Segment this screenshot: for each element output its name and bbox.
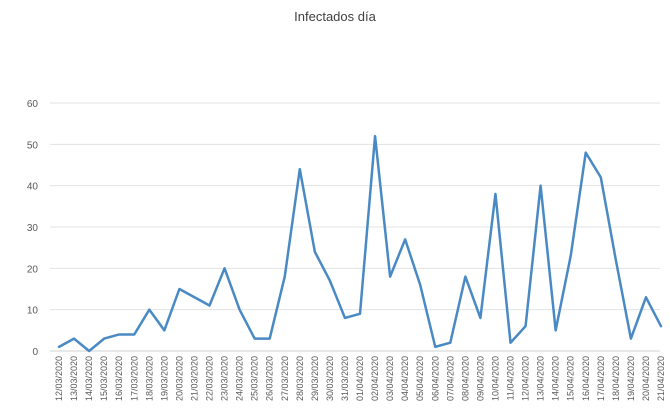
x-tick-label: 30/03/2020 bbox=[325, 356, 335, 401]
x-tick-label: 28/03/2020 bbox=[295, 356, 305, 401]
x-tick-label: 12/04/2020 bbox=[521, 356, 531, 401]
x-tick-label: 10/04/2020 bbox=[490, 356, 500, 401]
y-tick-label: 0 bbox=[32, 347, 38, 358]
x-tick-label: 19/03/2020 bbox=[159, 356, 169, 401]
data-point bbox=[284, 275, 286, 277]
x-tick-label: 20/03/2020 bbox=[174, 356, 184, 401]
data-point bbox=[58, 346, 60, 348]
x-tick-label: 17/04/2020 bbox=[596, 356, 606, 401]
data-point bbox=[600, 176, 602, 178]
x-tick-label: 01/04/2020 bbox=[355, 356, 365, 401]
x-tick-label: 22/03/2020 bbox=[205, 356, 215, 401]
data-point bbox=[223, 267, 225, 269]
x-tick-label: 23/03/2020 bbox=[220, 356, 230, 401]
data-point bbox=[554, 329, 556, 331]
data-point bbox=[208, 304, 210, 306]
data-point bbox=[509, 342, 511, 344]
data-point bbox=[73, 337, 75, 339]
x-tick-label: 02/04/2020 bbox=[370, 356, 380, 401]
data-point bbox=[660, 325, 662, 327]
data-point bbox=[269, 337, 271, 339]
x-tick-label: 05/04/2020 bbox=[415, 356, 425, 401]
y-tick-label: 50 bbox=[27, 140, 39, 151]
x-tick-label: 14/04/2020 bbox=[551, 356, 561, 401]
data-point bbox=[434, 346, 436, 348]
x-tick-label: 25/03/2020 bbox=[250, 356, 260, 401]
x-tick-label: 26/03/2020 bbox=[265, 356, 275, 401]
x-tick-label: 06/04/2020 bbox=[430, 356, 440, 401]
data-point bbox=[494, 193, 496, 195]
y-tick-label: 30 bbox=[27, 223, 39, 234]
data-point bbox=[163, 329, 165, 331]
data-point bbox=[539, 184, 541, 186]
data-point bbox=[630, 337, 632, 339]
y-tick-label: 20 bbox=[27, 264, 39, 275]
x-tick-label: 16/04/2020 bbox=[581, 356, 591, 401]
data-point bbox=[570, 255, 572, 257]
x-tick-label: 17/03/2020 bbox=[129, 356, 139, 401]
data-point bbox=[645, 296, 647, 298]
data-point bbox=[449, 342, 451, 344]
data-point bbox=[404, 238, 406, 240]
data-point bbox=[103, 337, 105, 339]
data-point bbox=[88, 350, 90, 352]
x-tick-label: 27/03/2020 bbox=[280, 356, 290, 401]
x-tick-label: 18/04/2020 bbox=[611, 356, 621, 401]
data-point bbox=[615, 259, 617, 261]
data-point bbox=[479, 317, 481, 319]
x-tick-label: 09/04/2020 bbox=[475, 356, 485, 401]
series-line-0 bbox=[57, 134, 663, 353]
data-point bbox=[178, 288, 180, 290]
y-tick-label: 40 bbox=[27, 182, 39, 193]
x-tick-label: 16/03/2020 bbox=[114, 356, 124, 401]
data-point bbox=[148, 308, 150, 310]
x-tick-label: 13/04/2020 bbox=[536, 356, 546, 401]
x-tick-label: 13/03/2020 bbox=[69, 356, 79, 401]
x-tick-label: 11/04/2020 bbox=[506, 356, 516, 400]
y-tick-label: 60 bbox=[27, 99, 39, 110]
data-point bbox=[524, 325, 526, 327]
data-point bbox=[329, 280, 331, 282]
x-tick-label: 07/04/2020 bbox=[445, 356, 455, 401]
x-tick-label: 03/04/2020 bbox=[385, 356, 395, 401]
data-point bbox=[193, 296, 195, 298]
data-point bbox=[344, 317, 346, 319]
y-tick-label: 10 bbox=[27, 306, 39, 317]
data-point bbox=[253, 337, 255, 339]
x-tick-label: 18/03/2020 bbox=[144, 356, 154, 401]
x-tick-label: 20/04/2020 bbox=[641, 356, 651, 401]
x-tick-label: 24/03/2020 bbox=[235, 356, 245, 401]
data-point bbox=[374, 135, 376, 137]
data-point bbox=[238, 308, 240, 310]
x-tick-label: 21/03/2020 bbox=[189, 356, 199, 401]
x-tick-label: 04/04/2020 bbox=[400, 356, 410, 401]
x-tick-label: 29/03/2020 bbox=[310, 356, 320, 401]
data-point bbox=[464, 275, 466, 277]
x-tick-label: 15/04/2020 bbox=[566, 356, 576, 401]
data-point bbox=[118, 333, 120, 335]
data-point bbox=[359, 313, 361, 315]
data-point bbox=[419, 284, 421, 286]
data-point bbox=[133, 333, 135, 335]
x-tick-label: 31/03/2020 bbox=[340, 356, 350, 401]
x-tick-label: 08/04/2020 bbox=[460, 356, 470, 401]
data-point bbox=[585, 151, 587, 153]
x-tick-label: 12/03/2020 bbox=[54, 356, 64, 401]
data-point bbox=[389, 275, 391, 277]
x-tick-label: 19/04/2020 bbox=[626, 356, 636, 401]
x-tick-label: 21/04/2020 bbox=[656, 356, 666, 401]
chart-title: Infectados día bbox=[294, 9, 376, 24]
data-point bbox=[314, 251, 316, 253]
x-tick-label: 15/03/2020 bbox=[99, 356, 109, 401]
data-point bbox=[299, 168, 301, 170]
x-tick-label: 14/03/2020 bbox=[84, 356, 94, 401]
